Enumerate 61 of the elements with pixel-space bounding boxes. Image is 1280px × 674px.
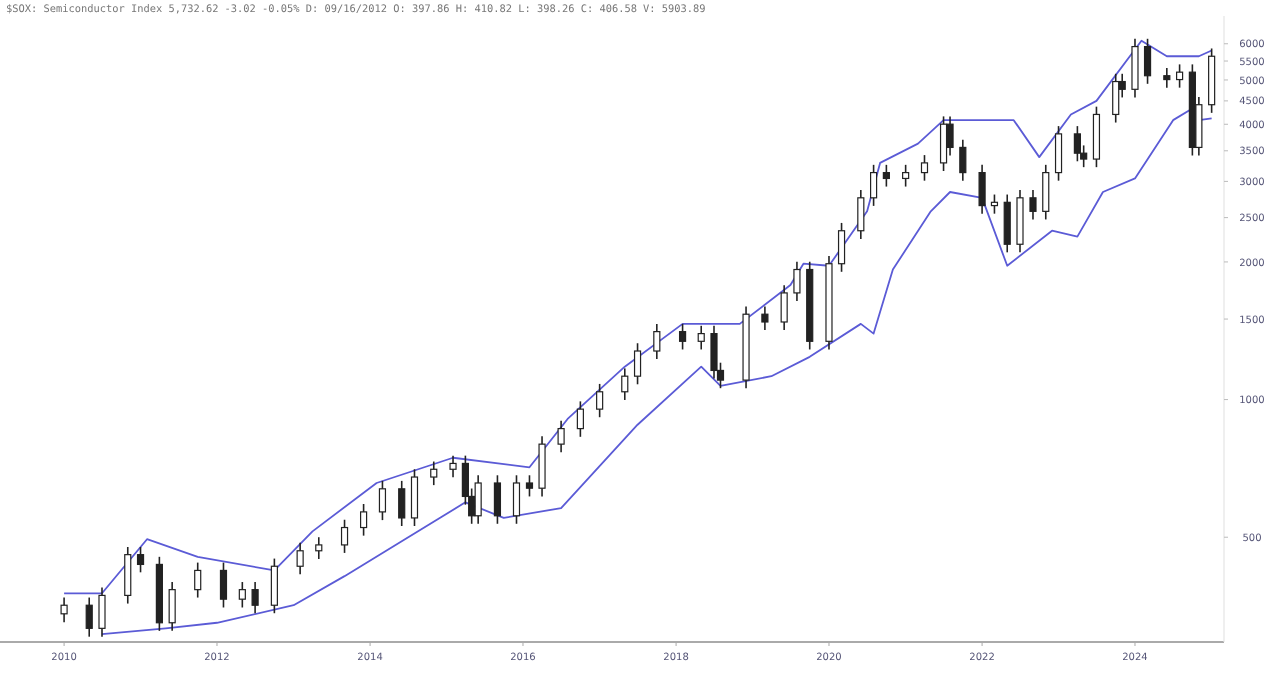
candlestick (576, 400, 584, 438)
line-series (101, 107, 1213, 635)
candlestick (1042, 164, 1050, 221)
candlestick (857, 189, 865, 240)
candlestick (621, 367, 629, 401)
candlestick (85, 596, 93, 638)
candlestick (990, 193, 999, 215)
candlestick (238, 581, 246, 609)
candlestick (1112, 72, 1120, 124)
candlestick (697, 324, 705, 351)
candlestick (837, 222, 846, 273)
candlestick (959, 138, 967, 182)
candlestick (1176, 63, 1184, 89)
candlestick (780, 284, 788, 331)
candlestick (474, 474, 482, 525)
candlestick (793, 260, 801, 302)
candlestick (430, 460, 438, 486)
candlestick (596, 383, 604, 419)
candlestick (978, 164, 986, 215)
candlestick (1003, 193, 1011, 254)
candlestick (1016, 189, 1024, 254)
candlestick (557, 419, 565, 454)
candlestick (761, 305, 769, 331)
candlestick (902, 164, 910, 188)
candlestick (710, 324, 718, 380)
candlestick (194, 561, 202, 599)
candlestick (1131, 37, 1139, 99)
candlestick (136, 546, 145, 574)
candlestick (340, 518, 349, 554)
candlestick (296, 542, 304, 576)
candlestick (219, 561, 228, 609)
candlestick (870, 164, 878, 207)
candlestick (882, 164, 890, 188)
candlestick (920, 154, 929, 182)
candlestick (398, 480, 406, 527)
candlestick (653, 323, 661, 360)
candlestick (1092, 105, 1101, 168)
candlestick (633, 342, 642, 386)
candlestick (678, 323, 687, 351)
candlestick (98, 586, 106, 638)
candlestick (946, 115, 954, 157)
candlestick (493, 474, 502, 525)
candlestick (360, 503, 368, 537)
candlestick (525, 474, 534, 498)
candlestick (410, 468, 419, 527)
candlestick (251, 581, 259, 615)
candlestick (512, 474, 521, 525)
candlestick (939, 115, 948, 172)
candlestick (1163, 67, 1171, 89)
candlestick (60, 596, 68, 623)
candlestick (1029, 189, 1037, 221)
candlestick (1073, 125, 1081, 163)
candlestick (378, 480, 387, 521)
candlestick (270, 557, 278, 615)
candlestick (1143, 37, 1152, 85)
candlestick (315, 536, 323, 560)
candlestick (124, 546, 132, 605)
candlestick (538, 435, 546, 498)
candlestick (1054, 125, 1063, 182)
candlestick (449, 454, 457, 479)
candlestick (168, 581, 176, 632)
